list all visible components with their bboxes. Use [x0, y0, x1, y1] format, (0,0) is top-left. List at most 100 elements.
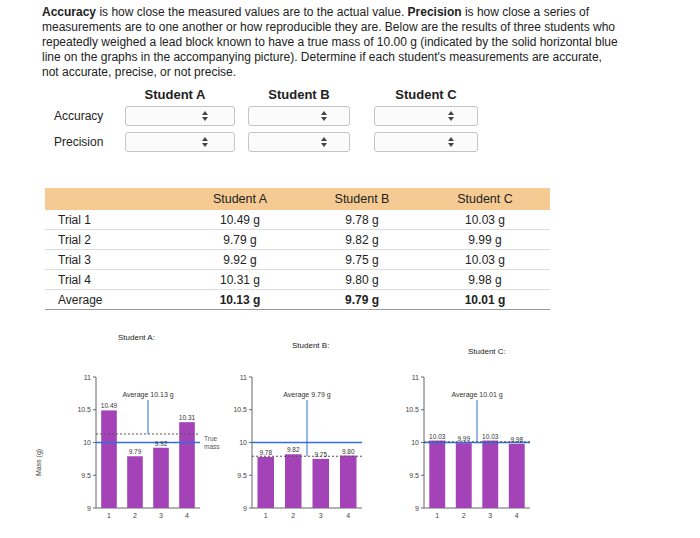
table-cell: 9.78 g: [307, 213, 417, 227]
y-tick-label: 9: [87, 505, 91, 512]
x-tick-label: 4: [515, 512, 519, 519]
y-tick-label: 9: [243, 505, 247, 512]
data-label: 9.80: [342, 448, 355, 455]
plot-area: [424, 441, 530, 508]
table-row-label: Trial 2: [58, 233, 91, 247]
table-header: Student B: [302, 192, 422, 206]
chart-title: Student A:: [118, 333, 155, 342]
y-tick-label: 10.5: [405, 406, 419, 413]
data-label: 10.03: [482, 433, 499, 440]
select-box[interactable]: [125, 106, 235, 126]
y-tick: [421, 508, 424, 509]
y-tick: [249, 442, 252, 443]
x-tick-label: 3: [159, 512, 163, 519]
table-cell: 10.03 g: [430, 253, 540, 267]
page: Accuracy is how close the measured value…: [0, 0, 700, 538]
intro-line: not accurate, precise, or not precise.: [42, 65, 236, 80]
average-pointer: [477, 400, 478, 442]
bar: [340, 456, 357, 508]
y-tick: [249, 475, 252, 476]
y-tick: [93, 377, 96, 378]
table-cell: 9.82 g: [307, 233, 417, 247]
intro-text: repeatedly weighed a lead block known to…: [42, 35, 618, 49]
x-tick-label: 2: [291, 512, 295, 519]
arrow-down: [448, 117, 454, 121]
chart-title: Student B:: [292, 341, 329, 350]
data-label: 9.78: [259, 449, 272, 456]
table-cell: 9.99 g: [430, 233, 540, 247]
select-box[interactable]: [374, 132, 478, 152]
average-label: Average 10.13 g: [122, 391, 173, 399]
table-row-line: [45, 269, 550, 270]
data-label: 9.92: [155, 440, 168, 447]
arrow-down: [321, 143, 327, 147]
select-arrow: [201, 110, 209, 122]
table-cell: 10.49 g: [185, 213, 295, 227]
bar: [482, 441, 498, 508]
y-tick-label: 9.5: [237, 472, 247, 479]
select-box[interactable]: [374, 106, 478, 126]
chart: Student B:99.51010.511Average 9.79 g9.78…: [233, 341, 362, 519]
y-tick-label: 10.5: [77, 406, 91, 413]
table-header: Student C: [425, 192, 545, 206]
y-tick-label: 11: [84, 374, 91, 381]
y-tick-label: 10: [83, 439, 91, 446]
y-tick: [93, 409, 96, 410]
table-row-line: [45, 309, 550, 310]
table-header: Student A: [180, 192, 300, 206]
intro-text: Accuracy: [42, 5, 96, 19]
y-tick: [421, 377, 424, 378]
intro-text: is how close the measured values are to …: [96, 5, 408, 19]
intro-text: is how close a series of: [462, 5, 589, 19]
y-tick-label: 10: [239, 439, 247, 446]
arrow-up: [202, 137, 208, 141]
x-tick-label: 4: [185, 512, 189, 519]
table-row-line: [45, 249, 550, 250]
form-column-header: Student A: [115, 87, 235, 102]
select-box[interactable]: [248, 132, 350, 152]
y-tick-label: 11: [412, 374, 419, 381]
form-column-header: Student C: [366, 87, 486, 102]
table-cell: 9.79 g: [307, 293, 417, 307]
arrow-down: [202, 117, 208, 121]
arrow-up: [321, 137, 327, 141]
y-tick-label: 10: [411, 439, 419, 446]
bar: [313, 459, 330, 508]
bar: [127, 456, 143, 508]
select-arrow: [320, 110, 328, 122]
select-arrow: [201, 136, 209, 148]
form-row-label: Precision: [54, 135, 103, 149]
select-box[interactable]: [248, 106, 350, 126]
average-label: Average 10.01 g: [451, 391, 502, 399]
y-tick: [249, 508, 252, 509]
select-box[interactable]: [125, 132, 235, 152]
x-tick-label: 2: [462, 512, 466, 519]
y-tick: [421, 442, 424, 443]
data-label: 10.31: [179, 414, 196, 421]
chart-title: Student C:: [468, 347, 506, 356]
arrow-up: [448, 137, 454, 141]
data-label: 9.79: [129, 448, 142, 455]
table-row-line: [45, 289, 550, 290]
true-mass-label-part: mass: [204, 443, 220, 450]
table-cell: 9.75 g: [307, 253, 417, 267]
data-label: 9.98: [510, 436, 523, 443]
table-row-label: Trial 3: [58, 253, 91, 267]
arrow-down: [448, 143, 454, 147]
y-tick: [249, 377, 252, 378]
intro-line: line on the graphs in the accompanying p…: [42, 50, 602, 65]
table-cell: 10.01 g: [430, 293, 540, 307]
y-tick: [421, 409, 424, 410]
bar: [429, 441, 445, 508]
table-cell: 9.98 g: [430, 273, 540, 287]
y-tick: [421, 475, 424, 476]
bar: [179, 422, 195, 508]
x-tick-label: 3: [488, 512, 492, 519]
select-arrow: [447, 136, 455, 148]
arrow-down: [321, 117, 327, 121]
y-tick: [93, 508, 96, 509]
bar: [285, 454, 302, 508]
x-tick-label: 1: [107, 512, 111, 519]
x-tick-label: 2: [133, 512, 137, 519]
true-mass-line: [96, 442, 200, 444]
